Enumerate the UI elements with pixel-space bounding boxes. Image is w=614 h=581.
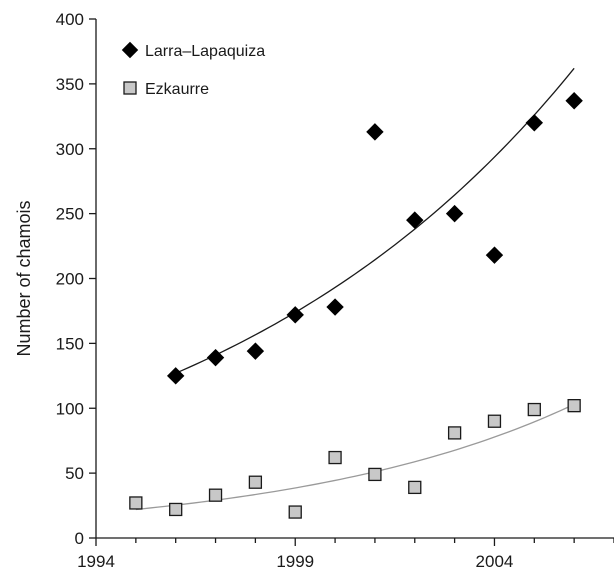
y-axis-ticks: 0 50 100 150 200 250 300 350 400 <box>56 10 96 548</box>
y-tick-label: 200 <box>56 270 84 289</box>
y-tick-label: 150 <box>56 334 84 353</box>
y-tick-label: 50 <box>65 464 84 483</box>
trend-line-1 <box>135 403 575 511</box>
y-tick-label: 300 <box>56 140 84 159</box>
data-point-series-1 <box>208 488 223 502</box>
x-tick-label: 1994 <box>77 552 115 571</box>
x-tick-label: 2004 <box>476 552 514 571</box>
square-icon <box>123 81 137 95</box>
data-point-series-0 <box>445 204 464 223</box>
data-point-series-1 <box>447 426 462 440</box>
data-point-series-0 <box>485 246 504 264</box>
data-points <box>129 92 583 519</box>
data-point-series-0 <box>406 211 424 229</box>
data-point-series-1 <box>527 402 541 417</box>
y-tick-label: 100 <box>56 399 84 418</box>
y-tick-label: 0 <box>75 529 84 548</box>
legend-label-0: Larra–Lapaquiza <box>145 43 265 60</box>
data-point-series-0 <box>166 367 185 385</box>
legend: Larra–Lapaquiza Ezkaurre <box>121 41 265 98</box>
data-point-series-0 <box>525 114 544 132</box>
data-point-series-1 <box>567 399 581 413</box>
trend-line-0 <box>175 67 575 374</box>
data-point-series-0 <box>246 342 265 360</box>
data-point-series-0 <box>286 306 304 324</box>
x-axis-ticks: 1994 1999 2004 <box>77 538 614 571</box>
data-point-series-1 <box>129 496 143 510</box>
data-point-series-1 <box>368 467 382 482</box>
data-point-series-0 <box>206 348 225 367</box>
data-point-series-1 <box>248 475 263 489</box>
y-tick-label: 250 <box>56 205 84 224</box>
x-tick-label: 1999 <box>276 552 314 571</box>
data-point-series-0 <box>565 92 583 110</box>
data-point-series-1 <box>288 505 302 519</box>
legend-label-1: Ezkaurre <box>145 81 209 98</box>
diamond-icon <box>121 41 139 59</box>
y-tick-label: 350 <box>56 75 84 94</box>
y-tick-label: 400 <box>56 10 84 29</box>
data-point-series-1 <box>169 502 183 517</box>
y-axis-title: Number of chamois <box>14 200 34 356</box>
data-point-series-0 <box>326 298 344 316</box>
trend-lines <box>135 67 575 511</box>
data-point-series-1 <box>328 450 342 465</box>
data-point-series-0 <box>366 123 384 141</box>
data-point-series-1 <box>487 414 502 428</box>
data-point-series-1 <box>408 480 422 495</box>
